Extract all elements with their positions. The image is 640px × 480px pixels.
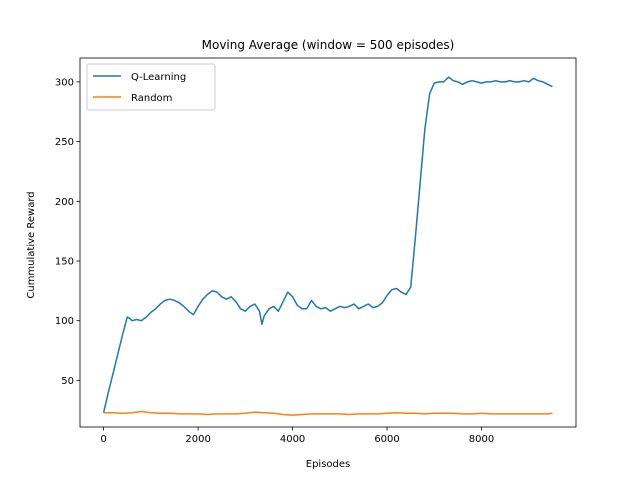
- series-line-q-learning: [102, 76, 553, 413]
- y-tick-label: 250: [55, 137, 74, 148]
- y-tick-label: 200: [55, 197, 74, 208]
- x-axis-label: Episodes: [306, 459, 350, 470]
- x-tick-label: 8000: [469, 434, 494, 445]
- x-tick-label: 6000: [374, 434, 399, 445]
- chart-title: Moving Average (window = 500 episodes): [202, 38, 455, 52]
- plot-area: [79, 57, 577, 428]
- y-tick-label: 50: [61, 376, 74, 387]
- plot-frame: [79, 57, 577, 428]
- x-axis: 0 2000 4000 6000 8000: [100, 427, 494, 445]
- series-line-random: [103, 410, 553, 416]
- legend: Q-Learning Random: [86, 63, 216, 111]
- y-tick-label: 100: [55, 316, 74, 327]
- x-tick-label: 0: [100, 434, 106, 445]
- y-axis: 50 100 150 200 250 300: [55, 77, 80, 387]
- x-tick-label: 4000: [280, 434, 305, 445]
- legend-label-q-learning: Q-Learning: [131, 72, 186, 83]
- x-tick-label: 2000: [185, 434, 210, 445]
- y-tick-label: 150: [55, 257, 74, 268]
- y-tick-label: 300: [55, 77, 74, 88]
- y-axis-label: Cummulative Reward: [26, 191, 37, 298]
- legend-label-random: Random: [131, 93, 172, 104]
